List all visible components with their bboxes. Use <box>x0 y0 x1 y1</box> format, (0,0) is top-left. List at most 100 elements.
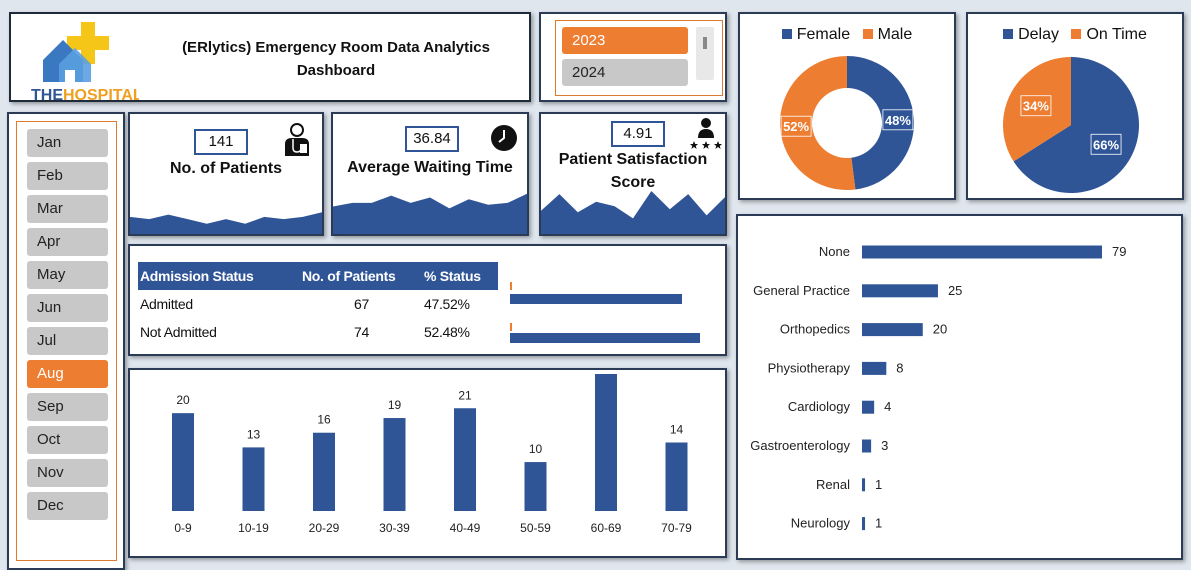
slice-label-box <box>780 115 812 137</box>
legend-label: Delay <box>1018 26 1059 43</box>
month-sep-button[interactable]: Sep <box>27 393 108 421</box>
department-label: Orthopedics <box>780 322 851 337</box>
department-bar-value: 20 <box>933 322 947 337</box>
slice-label-box <box>1020 95 1052 117</box>
doctor-icon <box>285 123 309 156</box>
month-oct-button[interactable]: Oct <box>27 426 108 454</box>
department-referral-chart: None 79 General Practice 25 Orthopedics 20 Phy… <box>736 214 1183 560</box>
age-bar <box>242 447 265 511</box>
age-bar <box>665 442 688 511</box>
row-pct: 47.52% <box>424 296 470 312</box>
kpi-waiting-label: Average Waiting Time <box>347 159 513 176</box>
age-category-label: 20-29 <box>309 521 340 535</box>
kpi-satisfaction-card: 4.91 Patient Satisfaction Score <box>539 112 727 236</box>
month-jan-button[interactable]: Jan <box>27 129 108 157</box>
age-category-label: 30-39 <box>379 521 410 535</box>
department-bar <box>862 400 875 414</box>
department-bar <box>862 478 866 492</box>
legend-on-time: On Time <box>1071 26 1147 43</box>
department-label: Physiotherapy <box>768 360 851 375</box>
department-label: Gastroenterology <box>750 438 850 453</box>
age-bar-value: 16 <box>317 413 331 427</box>
logo-text-hospital: HOSPITAL <box>63 87 139 102</box>
department-bar-value: 1 <box>875 477 882 492</box>
kpi-satisfaction-sparkline <box>541 191 725 234</box>
table-row: Admitted 67 47.52% <box>138 290 498 318</box>
age-category-label: 10-19 <box>238 521 269 535</box>
delay-chart: Delay On Time 66% 34% <box>966 12 1184 200</box>
kpi-patients-label: No. of Patients <box>169 160 282 177</box>
age-bar <box>595 374 617 511</box>
month-slicer: Jan Feb Mar Apr May Jun Jul Aug Sep Oct … <box>7 112 125 570</box>
age-bar-value: 13 <box>247 427 261 441</box>
kpi-patients-sparkline <box>130 212 322 234</box>
department-bar <box>862 439 872 453</box>
pie-slice <box>1013 57 1139 193</box>
pie-slice <box>779 56 856 190</box>
age-group-chart: 20 0-9 13 10-19 16 20-29 19 30-39 21 40-49 10 50-59… <box>128 354 727 558</box>
gender-legend: Female Male <box>740 26 954 44</box>
month-nov-button[interactable]: Nov <box>27 459 108 487</box>
month-feb-button[interactable]: Feb <box>27 162 108 190</box>
header-no-of-patients: No. of Patients <box>302 268 396 284</box>
department-bar-value: 8 <box>896 360 903 375</box>
legend-swatch <box>862 29 873 39</box>
month-may-button[interactable]: May <box>27 261 108 289</box>
legend-label: On Time <box>1086 26 1147 43</box>
month-apr-button[interactable]: Apr <box>27 228 108 256</box>
clock-icon <box>491 125 517 151</box>
header-pct-status: % Status <box>424 268 481 284</box>
row-count: 67 <box>354 296 369 312</box>
kpi-waiting-value: 36.84 <box>405 126 459 152</box>
slice-label-box <box>1090 133 1122 155</box>
department-bar-value: 4 <box>884 399 891 414</box>
month-jun-button[interactable]: Jun <box>27 294 108 322</box>
department-bar-value: 79 <box>1112 244 1126 259</box>
year-slicer: 2023 2024 <box>539 12 727 102</box>
gender-donut-chart: 48% 52% <box>779 56 914 190</box>
department-bar-value: 1 <box>875 516 882 531</box>
legend-label: Male <box>877 26 913 43</box>
databar-origin-tick <box>510 282 512 290</box>
kpi-waiting-sparkline <box>333 193 527 234</box>
scrollbar-thumb[interactable] <box>703 37 707 49</box>
logo-text-the: THE <box>31 87 63 102</box>
page-title: (ERlytics) Emergency Room Data Analytics… <box>151 36 521 82</box>
slice-label: 52% <box>783 119 809 134</box>
databar-origin-tick <box>510 323 512 331</box>
row-status: Not Admitted <box>140 324 217 340</box>
legend-female: Female <box>781 26 851 43</box>
year-2024-button[interactable]: 2024 <box>562 59 688 86</box>
admission-table-header: Admission Status No. of Patients % Statu… <box>138 262 498 290</box>
rated-user-icon <box>690 118 722 149</box>
header-admission-status: Admission Status <box>140 268 254 284</box>
legend-swatch <box>1003 29 1014 39</box>
age-category-label: 50-59 <box>520 521 551 535</box>
kpi-waiting-card: 36.84 Average Waiting Time <box>331 112 529 236</box>
department-bar-value: 25 <box>948 283 962 298</box>
year-slicer-scrollbar[interactable] <box>696 27 714 80</box>
legend-delay: Delay <box>1003 26 1059 43</box>
legend-male: Male <box>862 26 913 43</box>
month-slicer-panel: Jan Feb Mar Apr May Jun Jul Aug Sep Oct … <box>16 121 117 561</box>
kpi-satisfaction-label-line1: Patient Satisfaction <box>558 151 708 168</box>
delay-pie-chart: 66% 34% <box>1003 57 1139 193</box>
month-aug-button[interactable]: Aug <box>27 360 108 388</box>
legend-label: Female <box>796 26 851 43</box>
delay-legend: Delay On Time <box>968 26 1182 44</box>
kpi-satisfaction-label-line2: Score <box>610 174 656 191</box>
month-mar-button[interactable]: Mar <box>27 195 108 223</box>
month-jul-button[interactable]: Jul <box>27 327 108 355</box>
age-category-label: 0-9 <box>174 521 192 535</box>
kpi-satisfaction-value: 4.91 <box>611 121 665 147</box>
slice-label: 34% <box>1023 99 1049 114</box>
title-line-1: (ERlytics) Emergency Room Data Analytics <box>182 39 490 56</box>
age-bar-value: 21 <box>458 388 472 402</box>
year-2023-button[interactable]: 2023 <box>562 27 688 54</box>
age-category-label: 60-69 <box>591 521 622 535</box>
legend-swatch <box>781 29 792 39</box>
department-label: Renal <box>816 477 850 492</box>
month-dec-button[interactable]: Dec <box>27 492 108 520</box>
row-status: Admitted <box>140 296 193 312</box>
kpi-patients-value: 141 <box>194 129 248 155</box>
